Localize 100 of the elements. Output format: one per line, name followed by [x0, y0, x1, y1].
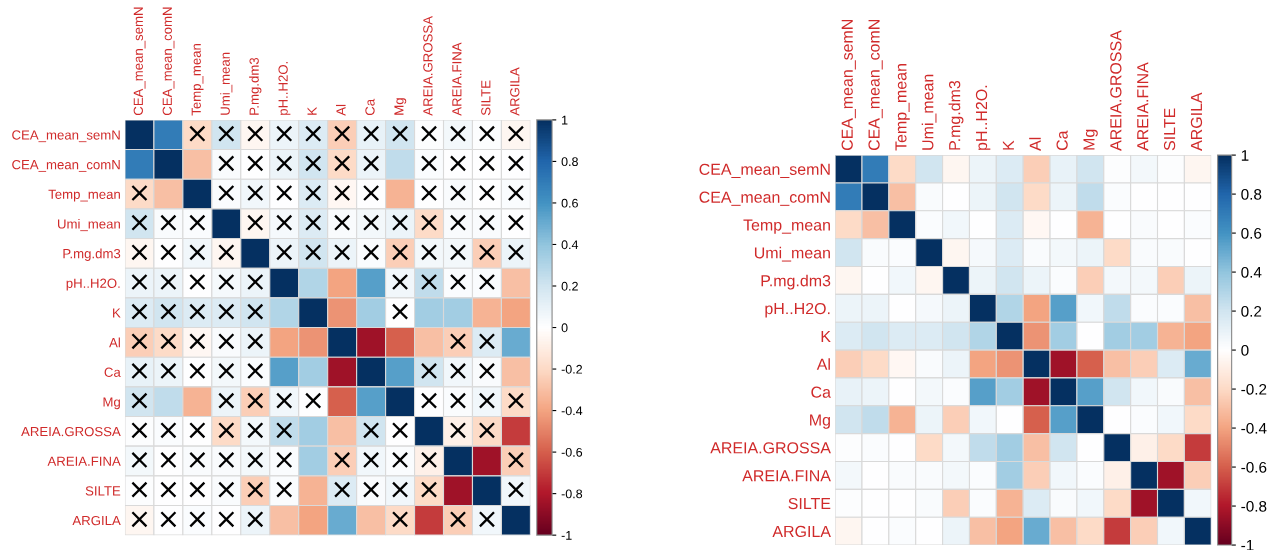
- color-bar-label: -0.2: [1241, 383, 1267, 395]
- y-tick-label: CEA_mean_comN: [699, 191, 830, 206]
- color-bar-label: 1: [562, 115, 568, 125]
- y-tick-label: Al: [816, 358, 830, 370]
- color-bar-label: 1: [1241, 150, 1249, 161]
- y-tick-label: CEA_mean_semN: [699, 163, 830, 178]
- y-tick-label: SILTE: [85, 486, 121, 496]
- data-label: ×: [247, 155, 264, 172]
- data-label: ×: [189, 422, 206, 439]
- data-label: ×: [421, 363, 437, 379]
- y-tick-label: Temp_mean: [48, 189, 120, 202]
- x-tick-label: Al: [1029, 137, 1041, 151]
- color-bar-label: 0.8: [561, 157, 578, 167]
- data-label: ×: [508, 481, 524, 498]
- data-label: ×: [392, 481, 408, 498]
- data-label: ×: [247, 333, 264, 350]
- data-label: ×: [160, 452, 177, 468]
- data-label: ×: [276, 214, 293, 231]
- data-label: ×: [421, 125, 437, 142]
- y-tick-label: SILTE: [788, 497, 831, 510]
- y-tick-label: Ca: [104, 367, 121, 377]
- data-label: ×: [218, 125, 235, 142]
- data-label: ×: [189, 214, 206, 231]
- data-label: ×: [363, 155, 379, 172]
- y-tick-label: Ca: [811, 386, 831, 398]
- data-label: ×: [508, 125, 524, 142]
- x-tick-label: Mg: [394, 98, 407, 115]
- data-label: ×: [131, 481, 148, 498]
- data-label: ×: [276, 185, 293, 201]
- color-bar-label: -0.6: [561, 447, 583, 457]
- data-label: ×: [479, 274, 495, 290]
- data-label: ×: [276, 155, 293, 172]
- data-label: ×: [189, 363, 206, 379]
- data-label: ×: [247, 392, 264, 409]
- x-tick-label: Al: [336, 104, 346, 116]
- color-bar-label: 0.4: [561, 240, 579, 250]
- color-bar-label: 0.2: [1241, 305, 1262, 317]
- x-tick-label: SILTE: [1163, 108, 1176, 151]
- x-tick-label: Ca: [1056, 130, 1068, 151]
- data-label: ×: [392, 244, 408, 261]
- data-label: ×: [363, 214, 379, 231]
- data-label: ×: [450, 333, 466, 350]
- data-label: ×: [392, 214, 408, 231]
- x-tick-label: Mg: [1083, 129, 1098, 150]
- data-label: ×: [189, 274, 206, 290]
- data-label: ×: [421, 481, 437, 498]
- color-bar-label: 0.6: [1241, 227, 1262, 239]
- data-label: ×: [276, 481, 293, 498]
- data-label: ×: [450, 155, 466, 172]
- data-label: ×: [479, 333, 495, 350]
- y-tick-label: P.mg.dm3: [63, 248, 121, 261]
- color-bar-label: -0.4: [1241, 422, 1267, 434]
- data-label: ×: [508, 214, 524, 231]
- color-bar-label: 0.8: [1241, 188, 1262, 200]
- color-bar-label: -1: [561, 531, 572, 540]
- data-label: ×: [131, 392, 148, 409]
- x-tick-label: Umi_mean: [220, 52, 233, 115]
- x-tick-label: AREIA.GROSSA: [423, 16, 433, 116]
- data-label: ×: [450, 274, 466, 290]
- data-label: ×: [392, 303, 408, 320]
- data-label: ×: [363, 422, 379, 439]
- x-tick-label: Temp_mean: [895, 64, 910, 151]
- data-label: ×: [334, 452, 350, 468]
- data-label: ×: [160, 274, 177, 290]
- data-label: ×: [218, 244, 235, 261]
- data-label: ×: [160, 303, 177, 320]
- data-label: ×: [247, 511, 264, 528]
- data-label: ×: [334, 185, 350, 201]
- x-tick-label: Ca: [365, 98, 375, 116]
- data-label: ×: [218, 333, 235, 350]
- data-label: ×: [479, 422, 495, 439]
- y-tick-label: Temp_mean: [743, 219, 830, 234]
- data-label: ×: [421, 214, 437, 231]
- color-bar-label: -0.4: [561, 406, 583, 416]
- y-tick-label: AREIA.GROSSA: [21, 426, 121, 437]
- y-tick-label: AREIA.FINA: [742, 470, 831, 482]
- y-tick-label: ARGILA: [72, 515, 121, 526]
- y-tick-label: AREIA.FINA: [47, 456, 121, 466]
- data-label: ×: [218, 481, 235, 498]
- data-label: ×: [247, 303, 264, 320]
- data-label: ×: [247, 125, 264, 142]
- data-label: ×: [363, 244, 379, 261]
- data-label: ×: [363, 125, 379, 142]
- data-label: ×: [450, 422, 466, 439]
- x-tick-label: AREIA.FINA: [452, 42, 462, 116]
- data-label: ×: [160, 422, 177, 439]
- data-label: ×: [131, 185, 148, 201]
- data-label: ×: [189, 452, 206, 468]
- x-tick-label: SILTE: [481, 80, 491, 116]
- y-tick-label: Mg: [103, 397, 120, 410]
- y-tick-label: K: [113, 308, 121, 318]
- data-label: ×: [305, 125, 322, 142]
- data-label: ×: [450, 185, 466, 201]
- data-label: ×: [421, 244, 437, 261]
- data-label: ×: [189, 244, 206, 261]
- data-label: ×: [479, 125, 495, 142]
- color-bar-label: -0.2: [561, 364, 583, 374]
- data-label: ×: [334, 481, 350, 498]
- data-label: ×: [508, 185, 524, 201]
- data-label: ×: [131, 303, 148, 320]
